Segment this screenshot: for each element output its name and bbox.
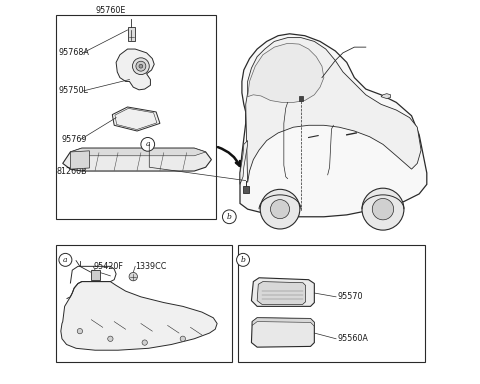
- Polygon shape: [252, 318, 314, 326]
- Text: 95560A: 95560A: [337, 334, 368, 343]
- Polygon shape: [240, 34, 427, 217]
- Circle shape: [129, 272, 137, 281]
- Circle shape: [222, 210, 236, 223]
- Circle shape: [136, 61, 146, 71]
- Bar: [299, 96, 303, 101]
- Text: 81260B: 81260B: [56, 167, 87, 175]
- Polygon shape: [257, 281, 306, 305]
- Polygon shape: [246, 38, 421, 182]
- Circle shape: [237, 253, 250, 266]
- Polygon shape: [71, 148, 206, 156]
- Polygon shape: [240, 141, 248, 184]
- Text: 1339CC: 1339CC: [135, 262, 167, 271]
- Polygon shape: [248, 43, 324, 103]
- Bar: [238, 245, 425, 362]
- Text: b: b: [227, 213, 232, 221]
- Text: 95420F: 95420F: [93, 262, 123, 271]
- Circle shape: [77, 328, 83, 334]
- Bar: [128, 27, 135, 41]
- Text: a: a: [63, 256, 68, 264]
- Bar: [91, 270, 100, 280]
- Bar: [56, 245, 232, 362]
- Text: a: a: [145, 140, 150, 148]
- Text: 95750L: 95750L: [59, 86, 89, 96]
- Polygon shape: [61, 281, 217, 350]
- Circle shape: [271, 200, 289, 218]
- Circle shape: [139, 64, 143, 68]
- Text: 95769: 95769: [61, 135, 87, 144]
- Bar: [56, 15, 216, 218]
- Polygon shape: [71, 151, 89, 169]
- Polygon shape: [252, 318, 314, 347]
- Polygon shape: [116, 49, 154, 90]
- Circle shape: [260, 189, 300, 229]
- Circle shape: [372, 199, 394, 220]
- Text: 95768A: 95768A: [59, 48, 90, 57]
- Polygon shape: [252, 278, 314, 306]
- Bar: [243, 186, 249, 193]
- Circle shape: [142, 340, 147, 345]
- Polygon shape: [381, 94, 391, 99]
- Polygon shape: [112, 107, 160, 131]
- Circle shape: [132, 58, 149, 74]
- Text: 95760E: 95760E: [95, 7, 125, 15]
- Circle shape: [362, 188, 404, 230]
- Circle shape: [141, 137, 155, 151]
- Polygon shape: [63, 148, 211, 171]
- Text: b: b: [240, 256, 245, 264]
- Text: 95570: 95570: [337, 292, 363, 301]
- Circle shape: [59, 253, 72, 266]
- Circle shape: [180, 336, 185, 341]
- Circle shape: [108, 336, 113, 341]
